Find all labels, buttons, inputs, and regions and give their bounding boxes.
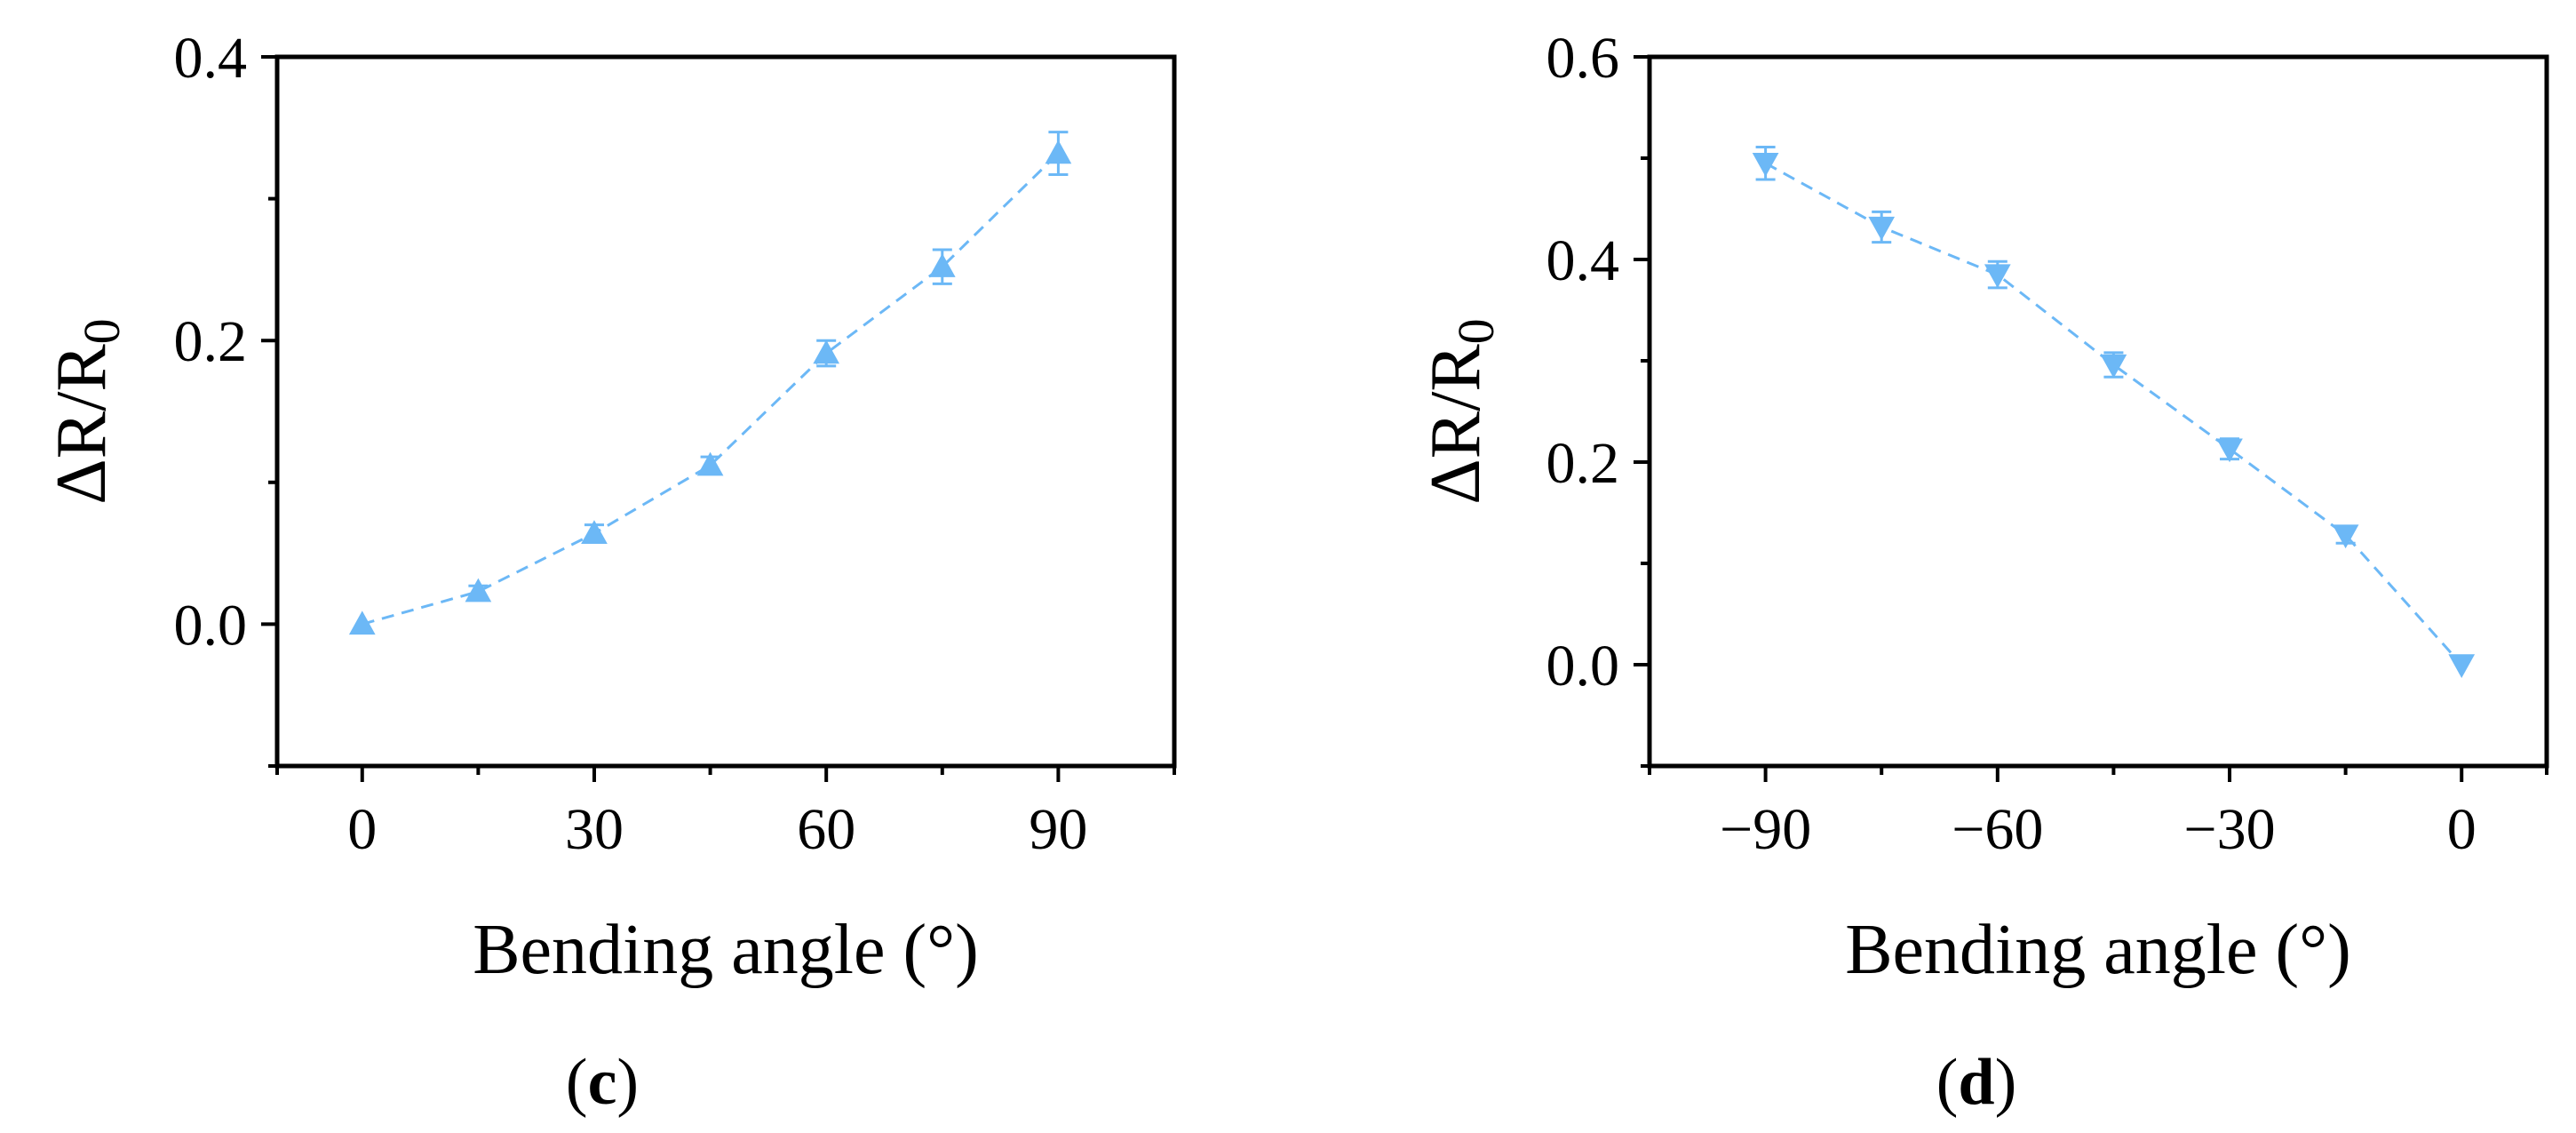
panel-label: (c)	[566, 1046, 639, 1119]
x-tick-label: −90	[1720, 797, 1811, 862]
y-axis-ticks: 0.0 0.2 0.4	[174, 26, 277, 768]
panel-label-letter: c	[588, 1046, 617, 1119]
y-axis-title-subscript: 0	[1447, 318, 1505, 344]
data-point-marker	[581, 520, 608, 544]
y-axis-ticks: 0.0 0.2 0.4 0.6	[1546, 26, 1650, 768]
plot-frame	[274, 54, 1177, 769]
plot-area	[1752, 145, 2476, 679]
y-tick-label: 0.2	[174, 309, 248, 374]
y-tick-label: 0.0	[1546, 634, 1620, 698]
x-tick-label: −60	[1952, 797, 2043, 862]
x-axis-ticks: −90 −60 −30 0	[1648, 766, 2548, 862]
plot-area	[348, 131, 1072, 635]
panel-label: (d)	[1936, 1046, 2016, 1119]
x-tick-label: 0	[2447, 797, 2477, 862]
data-point-marker	[465, 578, 492, 602]
x-tick-label: 90	[1029, 797, 1087, 862]
data-point-marker	[813, 339, 840, 364]
x-axis-title: Bending angle (°)	[473, 911, 979, 989]
x-tick-label: 30	[565, 797, 624, 862]
y-tick-label: 0.4	[1546, 228, 1620, 293]
data-point-marker	[2448, 654, 2476, 679]
plot-frame	[1647, 54, 2549, 769]
data-point-marker	[928, 253, 956, 277]
y-axis-title: ΔR/R0	[43, 318, 131, 504]
y-axis-title: ΔR/R0	[1417, 318, 1505, 504]
data-point-marker	[2332, 524, 2359, 549]
series-line	[362, 152, 1060, 626]
x-axis-ticks: 0 30 60 90	[275, 766, 1176, 862]
y-tick-label: 0.6	[1546, 26, 1620, 91]
y-axis-title-main: ΔR/R	[43, 344, 121, 505]
y-tick-label: 0.4	[174, 26, 248, 91]
y-tick-label: 0.0	[174, 593, 248, 658]
series-line	[1764, 162, 2463, 666]
data-point-marker	[1868, 216, 1896, 241]
data-point-marker	[1045, 140, 1072, 164]
data-point-marker	[348, 610, 376, 635]
x-tick-label: 0	[347, 797, 377, 862]
data-point-marker	[2216, 438, 2243, 463]
x-tick-label: 60	[797, 797, 855, 862]
x-axis-title: Bending angle (°)	[1845, 911, 2351, 989]
y-axis-title-main: ΔR/R	[1417, 344, 1495, 505]
y-axis-title-subscript: 0	[73, 318, 131, 344]
panel-d: 0.0 0.2 0.4 0.6 −90 −60 −30 0 Bending angle (°…	[1417, 26, 2549, 1119]
panel-c: 0.0 0.2 0.4 0 30 60 90 Bending angle (°) ΔR/R…	[43, 26, 1177, 1119]
data-point-marker	[2100, 354, 2127, 379]
data-point-marker	[1752, 153, 1779, 177]
y-tick-label: 0.2	[1546, 431, 1620, 496]
data-point-marker	[1984, 264, 2011, 289]
data-point-marker	[696, 451, 724, 476]
panel-label-letter: d	[1958, 1046, 1994, 1119]
x-tick-label: −30	[2183, 797, 2275, 862]
